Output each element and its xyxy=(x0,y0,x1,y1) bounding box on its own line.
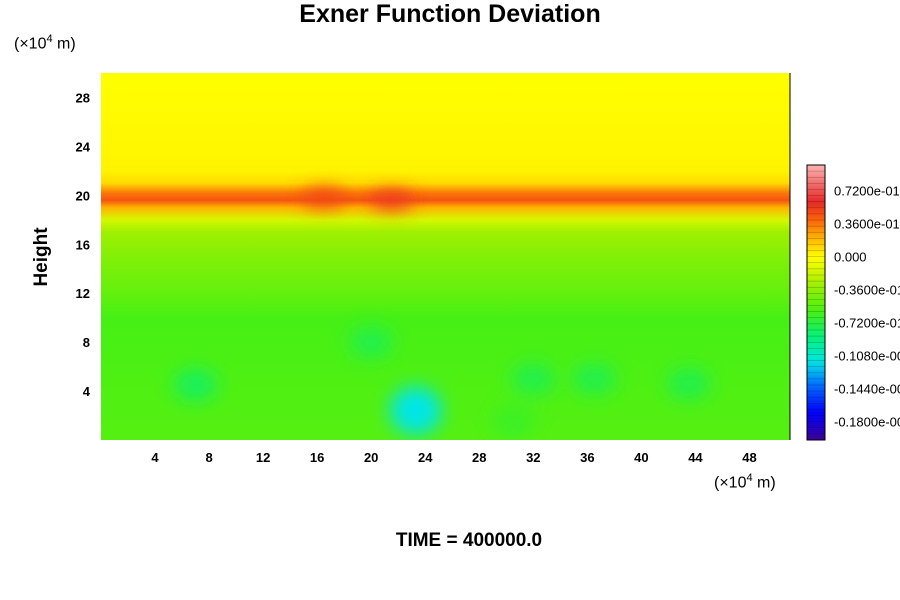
y-tick-label: 8 xyxy=(83,335,90,350)
colorbar-label: -0.1800e-00 xyxy=(834,415,900,430)
colorbar: 0.7200e-01 0.3600e-01 0.000 -0.3600e-01 -0.7… xyxy=(806,164,900,441)
y-tick-label: 12 xyxy=(76,286,90,301)
x-tick-label: 20 xyxy=(364,450,378,465)
field-feature-1 xyxy=(173,368,218,401)
field-feature-0 xyxy=(389,386,442,435)
field-feature-3 xyxy=(511,362,556,395)
x-tick-label: 8 xyxy=(205,450,212,465)
field-feature-4 xyxy=(572,362,617,395)
x-tick-label: 28 xyxy=(472,450,486,465)
y-tick-label: 20 xyxy=(76,188,90,203)
field-feature-5 xyxy=(666,367,711,400)
colorbar-label: -0.1440e-00 xyxy=(834,382,900,397)
y-axis-unit: (×104 m) xyxy=(14,33,76,53)
colorbar-label: 0.7200e-01 xyxy=(834,184,900,199)
colorbar-bar xyxy=(806,164,826,441)
y-tick-label: 28 xyxy=(76,90,90,105)
y-tick-label: 4 xyxy=(83,384,91,399)
x-tick-label: 32 xyxy=(526,450,540,465)
field-features xyxy=(173,188,711,438)
time-label: TIME = 400000.0 xyxy=(395,530,543,551)
colorbar-levels xyxy=(807,170,825,435)
x-tick-label: 48 xyxy=(742,450,756,465)
colorbar-labels: 0.7200e-01 0.3600e-01 0.000 -0.3600e-01 -0.7… xyxy=(834,184,900,430)
x-tick-label: 4 xyxy=(151,450,159,465)
y-axis-ticks: 4 8 12 16 20 24 28 xyxy=(76,90,91,399)
colorbar-label: -0.3600e-01 xyxy=(834,283,900,298)
x-axis-ticks: 4 8 12 16 20 24 28 32 36 40 44 48 xyxy=(151,450,756,465)
colorbar-label: -0.1080e-00 xyxy=(834,349,900,364)
field-feature-8 xyxy=(301,188,346,207)
y-tick-label: 16 xyxy=(76,237,90,252)
x-tick-label: 36 xyxy=(580,450,594,465)
colorbar-label: -0.7200e-01 xyxy=(834,316,900,331)
x-tick-label: 12 xyxy=(256,450,270,465)
colorbar-label: 0.3600e-01 xyxy=(834,217,900,232)
field-feature-7 xyxy=(369,191,414,210)
x-tick-label: 16 xyxy=(310,450,324,465)
field-feature-6 xyxy=(491,405,536,438)
x-tick-label: 44 xyxy=(688,450,703,465)
x-axis-unit: (×104 m) xyxy=(714,472,776,492)
field-feature-2 xyxy=(349,326,394,359)
x-tick-label: 40 xyxy=(634,450,648,465)
chart-title: Exner Function Deviation xyxy=(299,0,601,28)
colorbar-label: 0.000 xyxy=(834,250,867,265)
plot-area xyxy=(101,73,790,440)
x-tick-label: 24 xyxy=(418,450,433,465)
y-tick-label: 24 xyxy=(76,139,91,154)
